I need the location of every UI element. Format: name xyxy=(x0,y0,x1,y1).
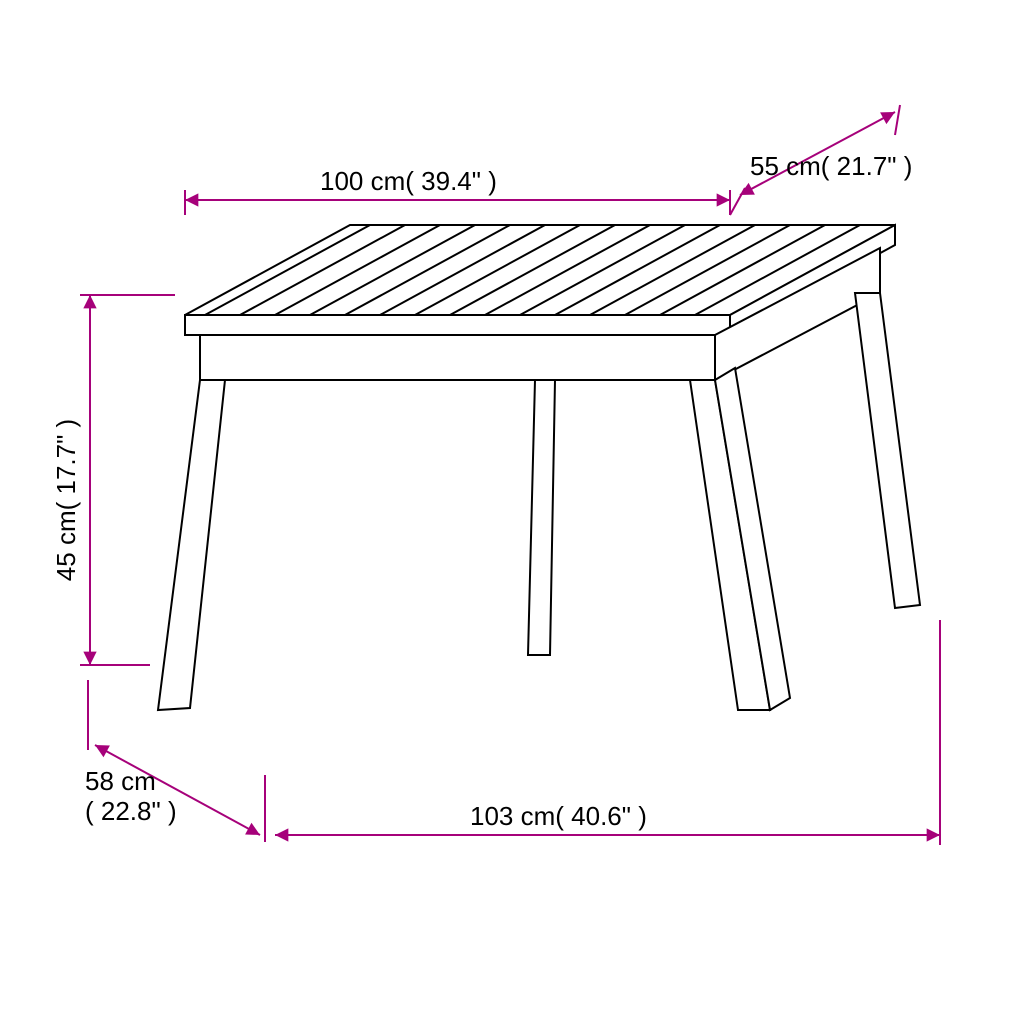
dim-base-depth-2: ( 22.8" ) xyxy=(85,796,177,826)
dim-top-width: 100 cm( 39.4" ) xyxy=(320,166,497,196)
dim-top-depth: 55 cm( 21.7" ) xyxy=(750,151,912,181)
dim-base-depth-1: 58 cm xyxy=(85,766,156,796)
dim-height: 45 cm( 17.7" ) xyxy=(51,419,81,581)
dim-base-width: 103 cm( 40.6" ) xyxy=(470,801,647,831)
dimension-diagram: 100 cm( 39.4" ) 55 cm( 21.7" ) 45 cm( 17… xyxy=(0,0,1024,1024)
dimension-lines: 100 cm( 39.4" ) 55 cm( 21.7" ) 45 cm( 17… xyxy=(51,105,940,845)
table-outline xyxy=(158,225,920,710)
